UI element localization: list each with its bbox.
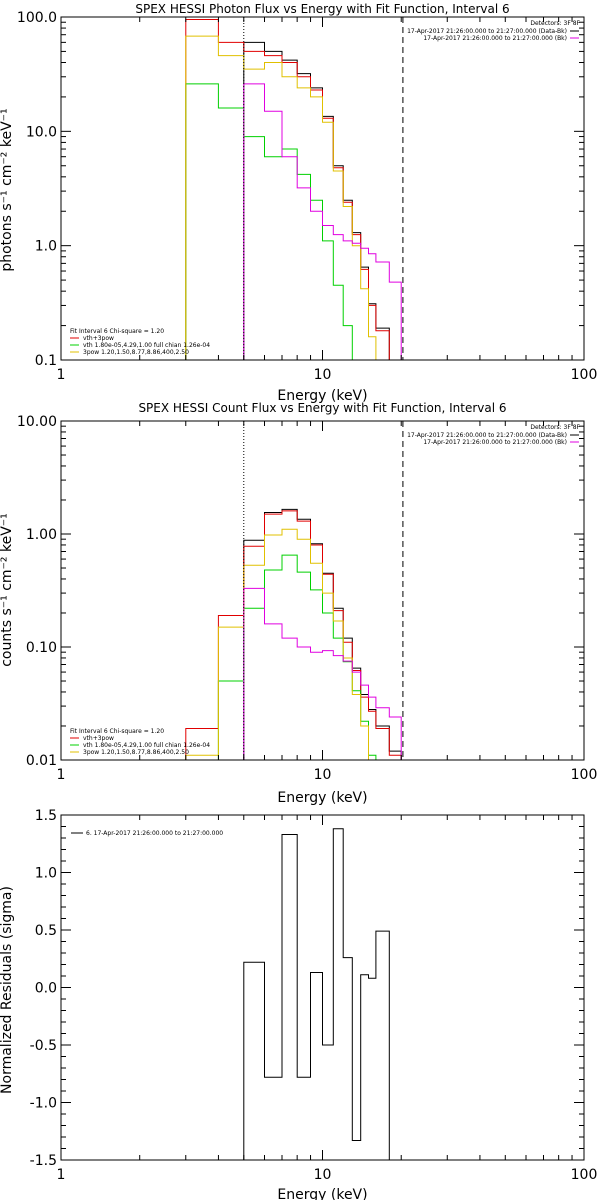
count-y-tick-label: 1.00 (26, 527, 57, 543)
count-y-ticks: 0.01 0.10 1.00 10.00 (17, 414, 584, 769)
resid-y-tick-label: 1.5 (35, 808, 57, 824)
photon-x-tick-label: 100 (571, 367, 598, 383)
resid-y-tick-label: 0.0 (35, 981, 57, 997)
count-series-group (185, 508, 402, 760)
resid-y-tick-label: -0.5 (30, 1038, 57, 1054)
resid-x-tick-label: 10 (314, 1167, 332, 1183)
photon-x-tick-label: 10 (314, 367, 332, 383)
count-fit-line: vth 1.80e-05,4.29,1.00 full chian 1.26e-… (83, 742, 210, 749)
resid-x-tick-label: 1 (57, 1167, 66, 1183)
photon-series-magenta (243, 83, 402, 360)
count-x-tick-label: 10 (314, 767, 332, 783)
count-fit-title: Fit Interval 6 Chi-square = 1.20 (70, 728, 164, 735)
count-x-axis-label: Energy (keV) (277, 790, 367, 806)
resid-y-ticks: -1.5 -1.0 -0.5 0.0 0.5 1.0 1.5 (30, 808, 584, 1169)
count-chart: SPEX HESSI Count Flux vs Energy with Fit… (0, 401, 597, 806)
count-series-magenta (243, 587, 402, 760)
resid-y-tick-label: 0.5 (35, 923, 57, 939)
count-series-yellow (185, 528, 402, 760)
resid-x-axis-label: Energy (keV) (277, 1187, 367, 1200)
count-y-axis-label: counts s⁻¹ cm⁻² keV⁻¹ (0, 513, 15, 667)
photon-y-tick-label: 1.0 (35, 239, 57, 255)
photon-y-tick-label: 100.0 (17, 10, 57, 26)
photon-fit-title: Fit Interval 6 Chi-square = 1.20 (70, 328, 164, 335)
photon-legend-entry: 17-Apr-2017 21:26:00.000 to 21:27:00.000… (407, 28, 567, 35)
photon-fit-info: Fit Interval 6 Chi-square = 1.20vth+3pow… (70, 328, 210, 356)
photon-legend-header: Detectors: 3F 8F (530, 20, 580, 27)
photon-y-tick-label: 0.1 (35, 353, 57, 369)
count-fit-info: Fit Interval 6 Chi-square = 1.20vth+3pow… (70, 728, 210, 756)
resid-y-tick-label: -1.5 (30, 1153, 57, 1169)
resid-legend: 6. 17-Apr-2017 21:26:00.000 to 21:27:00.… (71, 830, 223, 837)
resid-x-ticks: 1 10 100 (57, 815, 598, 1183)
count-x-ticks: 1 10 100 (57, 421, 598, 783)
photon-legend-entry: 17-Apr-2017 21:26:00.000 to 21:27:00.000… (423, 35, 567, 42)
photon-axes-frame (60, 16, 585, 361)
photon-x-tick-label: 1 (57, 367, 66, 383)
count-y-tick-label: 0.10 (26, 640, 57, 656)
count-series-red (185, 510, 402, 760)
resid-y-tick-label: -1.0 (30, 1096, 57, 1112)
photon-x-axis-label: Energy (keV) (277, 388, 367, 404)
count-y-tick-label: 10.00 (17, 414, 57, 430)
count-x-tick-label: 1 (57, 767, 66, 783)
photon-fit-line: vth 1.80e-05,4.29,1.00 full chian 1.26e-… (83, 342, 210, 349)
count-fit-line: 3pow 1.20,1.50,8.77,8.86,400,2.50 (83, 749, 189, 756)
count-title: SPEX HESSI Count Flux vs Energy with Fit… (138, 401, 506, 415)
count-legend-entry: 17-Apr-2017 21:26:00.000 to 21:27:00.000… (407, 432, 567, 439)
photon-fit-line: 3pow 1.20,1.50,8.77,8.86,400,2.50 (83, 349, 189, 356)
count-legend-entry: 17-Apr-2017 21:26:00.000 to 21:27:00.000… (423, 439, 567, 446)
photon-title: SPEX HESSI Photon Flux vs Energy with Fi… (135, 2, 509, 16)
resid-y-axis-label: Normalized Residuals (sigma) (0, 886, 15, 1094)
photon-chart: SPEX HESSI Photon Flux vs Energy with Fi… (0, 2, 597, 404)
resid-x-tick-label: 100 (571, 1167, 598, 1183)
photon-fit-line: vth+3pow (83, 335, 114, 342)
count-x-tick-label: 100 (571, 767, 598, 783)
resid-series-group (243, 828, 402, 1160)
photon-y-tick-label: 10.0 (26, 124, 57, 140)
count-y-tick-label: 0.01 (26, 753, 57, 769)
resid-series-resid (243, 828, 402, 1160)
photon-series-group (185, 19, 402, 360)
photon-series-yellow (185, 35, 402, 360)
photon-y-ticks: 0.1 1.0 10.0 100.0 (17, 10, 584, 369)
photon-y-axis-label: photons s⁻¹ cm⁻² keV⁻¹ (0, 108, 15, 271)
count-legend-header: Detectors: 3F 8F (530, 424, 580, 431)
resid-legend-entry: 6. 17-Apr-2017 21:26:00.000 to 21:27:00.… (86, 830, 223, 837)
photon-x-ticks: 1 10 100 (57, 17, 598, 383)
count-fit-line: vth+3pow (83, 735, 114, 742)
resid-y-tick-label: 1.0 (35, 866, 57, 882)
resid-chart: 1 10 100 -1.5 -1.0 -0.5 0.0 0.5 1.0 1.5 Energy (ke… (0, 808, 597, 1200)
